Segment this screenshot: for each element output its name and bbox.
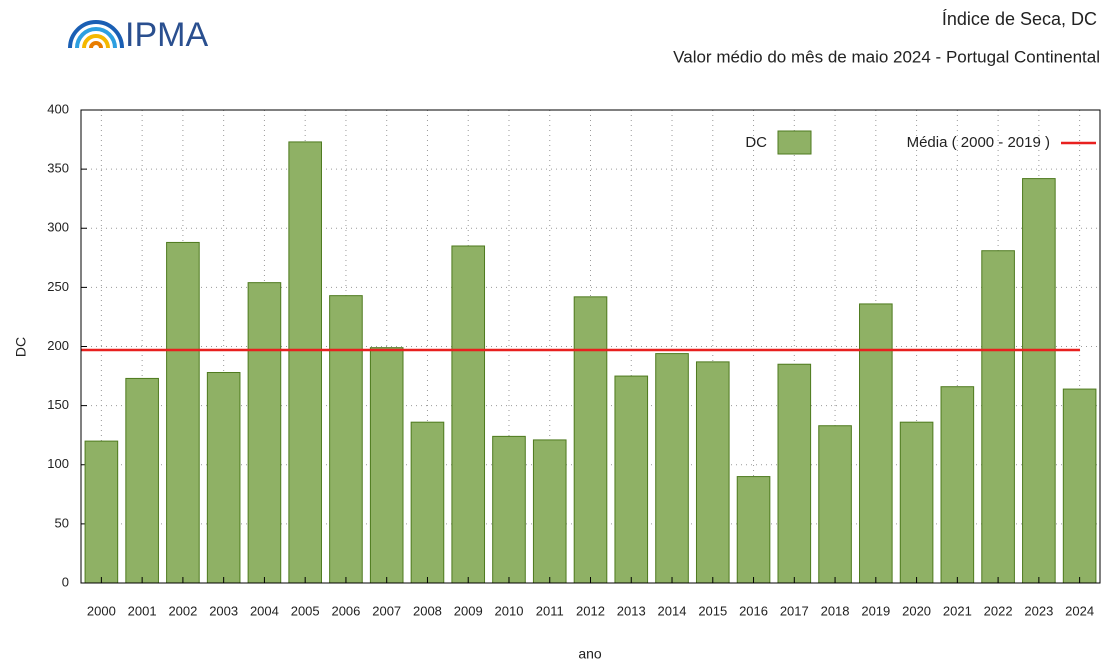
bar	[777, 363, 812, 584]
y-tick-label: 250	[47, 279, 69, 294]
bar	[288, 141, 322, 584]
plot-frame	[80, 109, 1101, 584]
bar	[614, 375, 649, 584]
x-tick-label: 2024	[1065, 603, 1094, 618]
bar	[166, 241, 200, 584]
bar	[736, 476, 771, 584]
x-tick-label: 2018	[821, 603, 850, 618]
bar	[125, 377, 159, 584]
x-tick-label: 2022	[984, 603, 1013, 618]
bar	[329, 295, 363, 584]
y-tick-label: 50	[55, 515, 69, 530]
x-tick-label: 2019	[861, 603, 890, 618]
y-tick-label: 200	[47, 338, 69, 353]
logo-icon	[68, 20, 124, 49]
bar	[981, 250, 1015, 584]
x-tick-label: 2014	[658, 603, 687, 618]
x-tick-label: 2020	[902, 603, 931, 618]
x-tick-label: 2008	[413, 603, 442, 618]
bar	[532, 439, 567, 584]
chart-title: Índice de Seca, DC	[942, 9, 1097, 29]
legend-label: DC	[745, 134, 767, 151]
bar	[818, 425, 852, 584]
x-tick-label: 2012	[576, 603, 605, 618]
bar	[451, 245, 486, 584]
x-axis-label: ano	[578, 646, 602, 662]
bar	[410, 421, 445, 584]
x-tick-label: 2016	[739, 603, 768, 618]
x-tick-label: 2010	[495, 603, 524, 618]
y-tick-label: 100	[47, 456, 69, 471]
x-tick-label: 2003	[209, 603, 238, 618]
bar	[859, 303, 893, 584]
chart-subtitle: Valor médio do mês de maio 2024 - Portug…	[673, 47, 1100, 66]
x-tick-label: 2005	[291, 603, 320, 618]
y-axis-label: DC	[13, 337, 29, 357]
logo-text: IPMA	[125, 16, 208, 54]
x-tick-label: 2006	[331, 603, 360, 618]
bar	[695, 361, 730, 584]
bar	[573, 296, 608, 584]
bar	[1062, 388, 1097, 584]
y-tick-label: 400	[47, 101, 69, 116]
bar	[940, 386, 975, 584]
x-tick-label: 2004	[250, 603, 279, 618]
bar	[247, 282, 282, 584]
legend-swatch	[777, 130, 812, 155]
x-tick-label: 2011	[536, 603, 564, 618]
x-tick-label: 2002	[168, 603, 197, 618]
y-tick-label: 300	[47, 220, 69, 235]
x-tick-label: 2001	[128, 603, 157, 618]
y-tick-label: 350	[47, 161, 69, 176]
y-tick-label: 150	[47, 397, 69, 412]
bar	[655, 353, 689, 584]
bar	[1022, 178, 1056, 584]
x-tick-label: 2021	[943, 603, 972, 618]
x-tick-label: 2013	[617, 603, 646, 618]
x-tick-label: 2007	[372, 603, 401, 618]
y-tick-label: 0	[62, 574, 69, 589]
bar	[369, 347, 404, 584]
x-tick-label: 2015	[698, 603, 727, 618]
x-tick-label: 2017	[780, 603, 809, 618]
x-tick-label: 2009	[454, 603, 483, 618]
legend-label: Média ( 2000 - 2019 )	[907, 134, 1050, 151]
bar	[206, 372, 241, 584]
bar	[84, 440, 119, 584]
x-tick-label: 2023	[1024, 603, 1053, 618]
x-tick-label: 2000	[87, 603, 116, 618]
bar	[899, 421, 934, 584]
bar	[492, 435, 526, 584]
